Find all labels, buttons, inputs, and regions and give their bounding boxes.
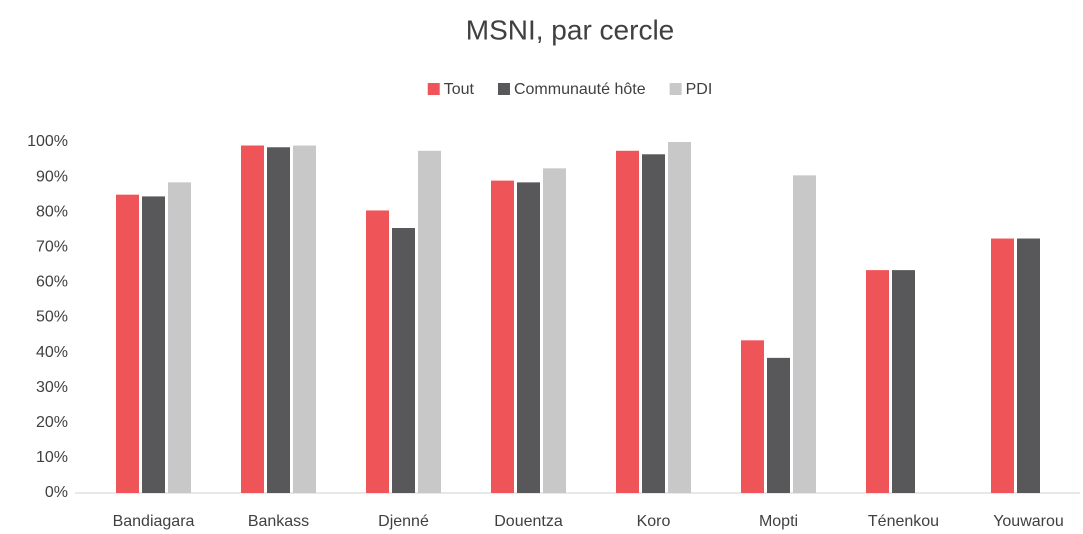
x-tick-label: Bandiagara — [113, 513, 195, 530]
bar — [668, 142, 691, 493]
legend-swatch — [497, 83, 510, 95]
y-tick-label: 50% — [36, 309, 68, 326]
bar — [517, 182, 540, 494]
bar — [491, 180, 514, 494]
bar — [418, 150, 441, 493]
y-tick-label: 60% — [36, 274, 68, 291]
bar — [616, 150, 639, 493]
y-tick-label: 80% — [36, 203, 68, 220]
bar — [543, 168, 566, 493]
y-tick-label: 90% — [36, 168, 68, 185]
legend-swatch — [427, 83, 440, 95]
bar — [866, 270, 889, 493]
x-tick-label: Koro — [637, 513, 671, 530]
bar — [116, 194, 139, 493]
x-tick-label: Ténenkou — [868, 513, 939, 530]
bar — [392, 227, 415, 493]
bar — [767, 357, 790, 493]
x-tick-label: Bankass — [248, 513, 309, 530]
y-tick-label: 70% — [36, 239, 68, 256]
legend-label: Tout — [444, 81, 475, 98]
bar — [293, 145, 316, 493]
legend-label: PDI — [686, 81, 713, 98]
bar — [241, 145, 264, 493]
bar — [366, 210, 389, 493]
bar — [793, 175, 816, 493]
bar — [741, 340, 764, 493]
bar — [991, 238, 1014, 493]
y-tick-label: 10% — [36, 449, 68, 466]
y-tick-label: 40% — [36, 344, 68, 361]
x-tick-label: Douentza — [494, 513, 563, 530]
y-tick-label: 0% — [45, 484, 68, 501]
bar — [892, 270, 915, 493]
x-tick-label: Youwarou — [993, 513, 1064, 530]
bar — [142, 196, 165, 493]
chart-title: MSNI, par cercle — [466, 14, 675, 45]
bar — [267, 147, 290, 493]
bar — [168, 182, 191, 494]
legend-swatch — [669, 83, 682, 95]
legend-label: Communauté hôte — [514, 81, 646, 98]
y-tick-label: 30% — [36, 379, 68, 396]
y-tick-label: 20% — [36, 414, 68, 431]
x-tick-label: Djenné — [378, 513, 429, 530]
x-tick-label: Mopti — [759, 513, 798, 530]
bar — [642, 154, 665, 493]
y-tick-label: 100% — [27, 133, 68, 150]
bar — [1017, 238, 1040, 493]
